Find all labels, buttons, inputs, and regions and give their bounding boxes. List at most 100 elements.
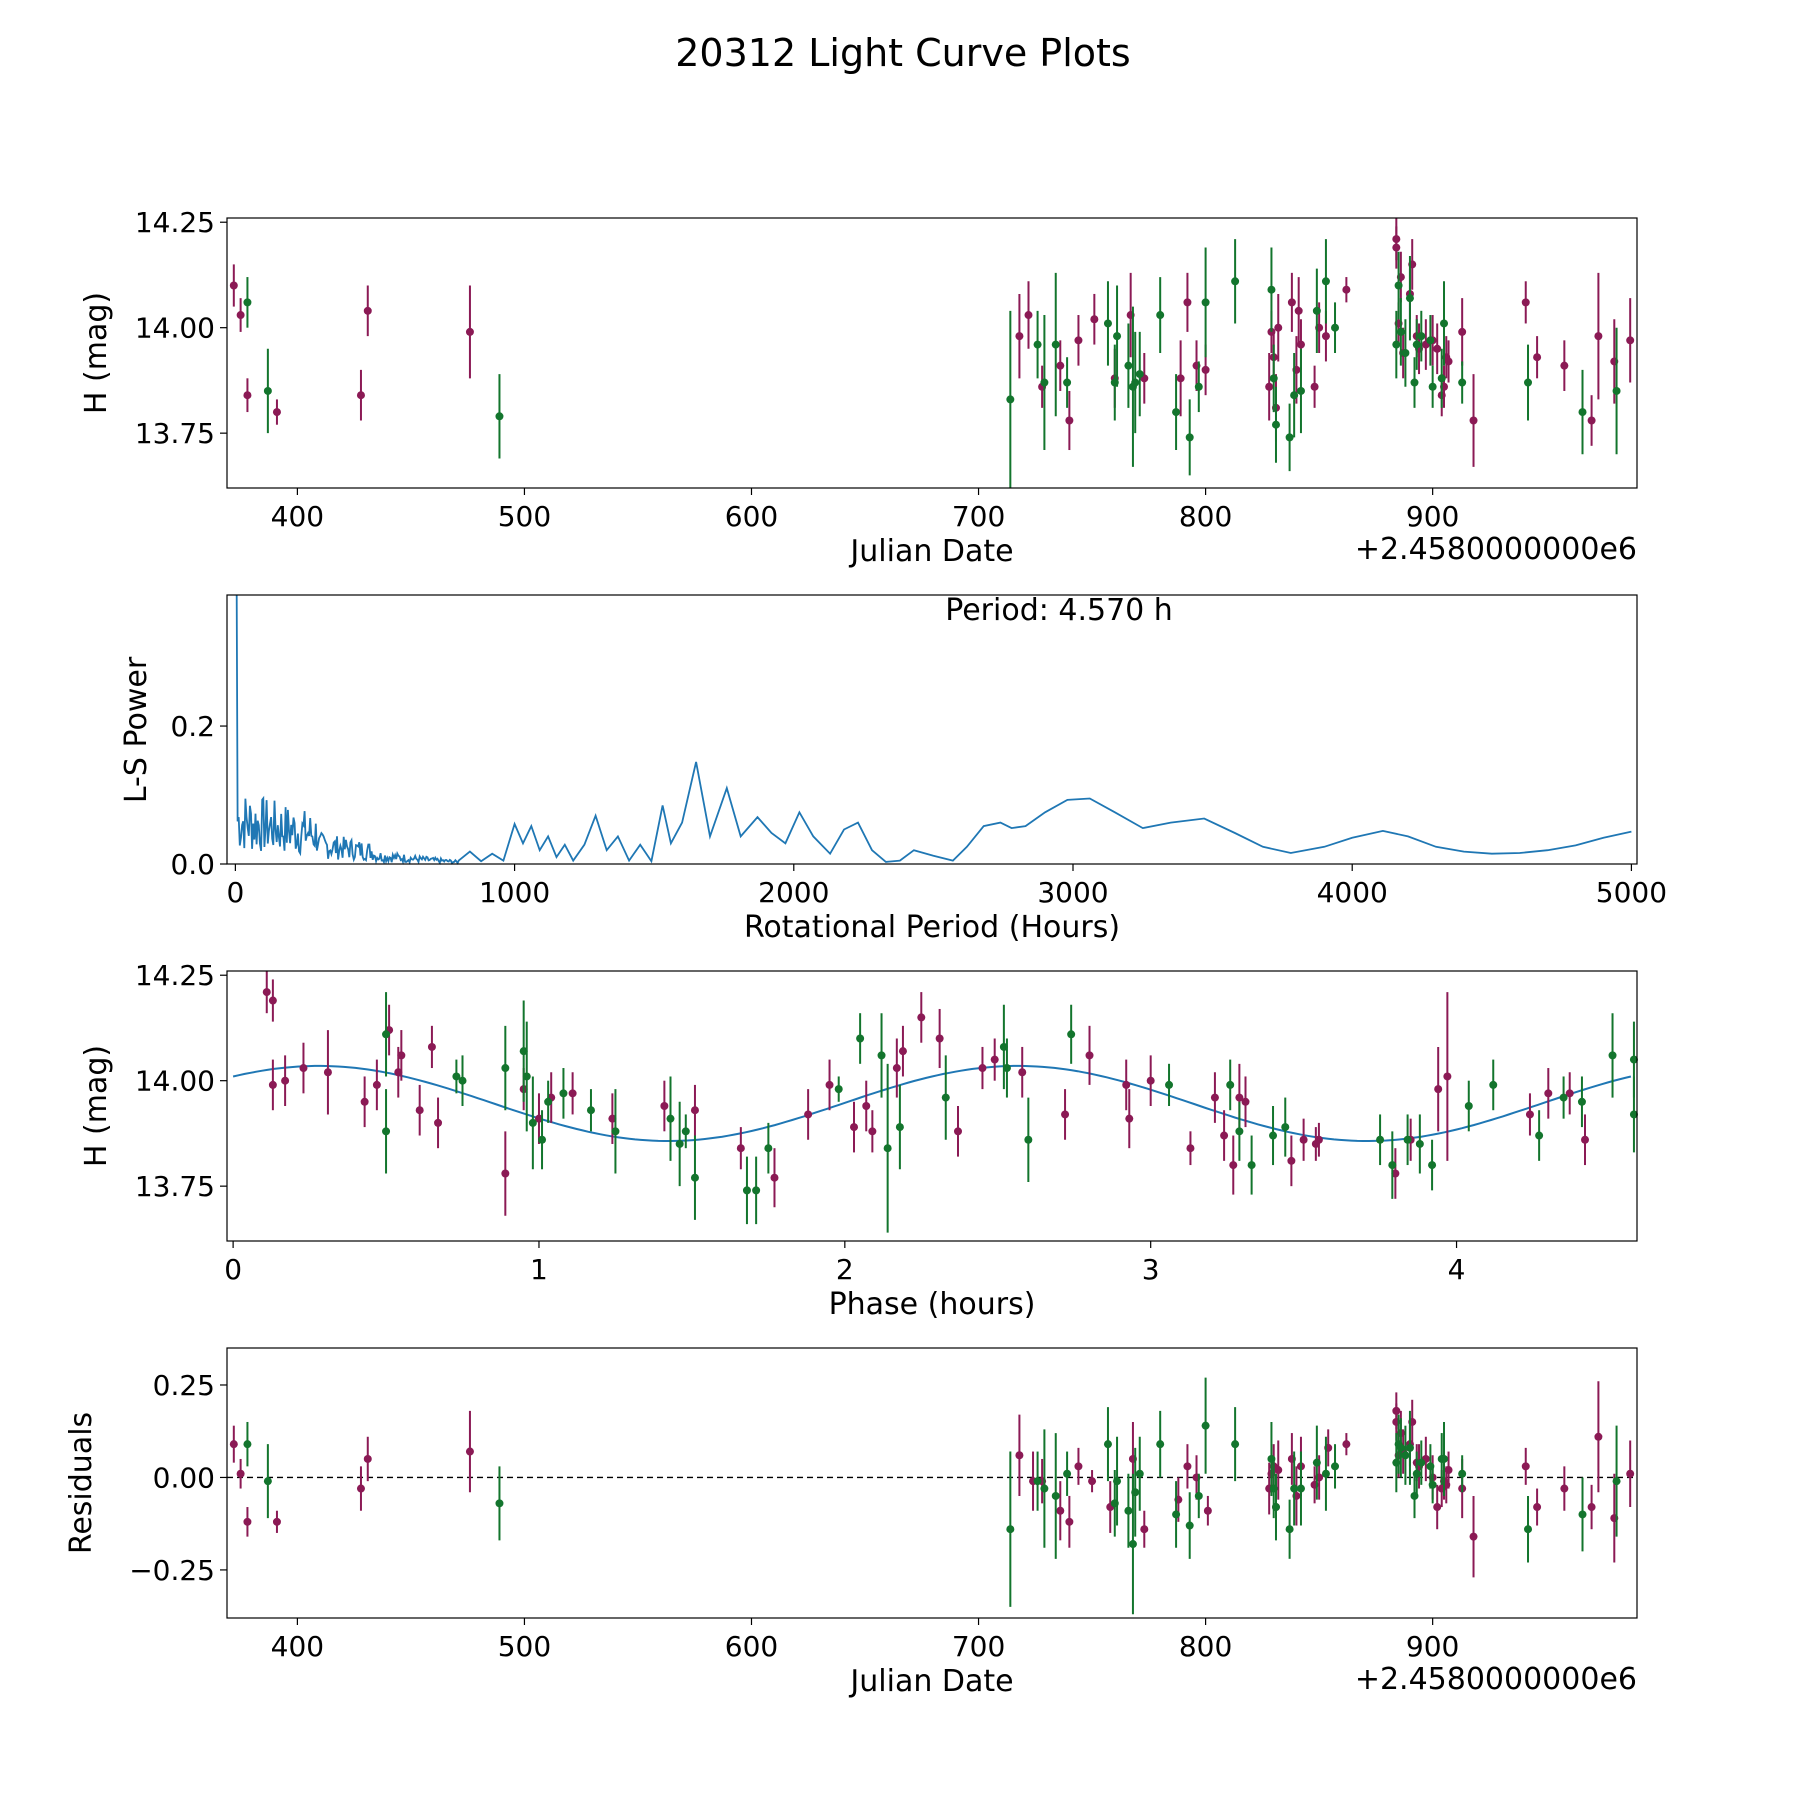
residuals-green-point xyxy=(1231,1440,1240,1449)
lightcurve-green-point xyxy=(1103,319,1112,328)
lightcurve-magenta-point xyxy=(1626,336,1635,345)
phased-green-point xyxy=(1247,1161,1256,1170)
phased-x-tick-label: 2 xyxy=(836,1253,854,1286)
phased-magenta-point xyxy=(1241,1097,1250,1106)
phased-green-point xyxy=(452,1072,461,1081)
phased-green-point xyxy=(1629,1055,1638,1064)
residuals-green-point xyxy=(1578,1510,1587,1519)
lightcurve-green-point xyxy=(1194,382,1203,391)
lightcurve-green-point xyxy=(1040,378,1049,387)
residuals-magenta-point xyxy=(1521,1462,1530,1471)
residuals-magenta-point xyxy=(1074,1462,1083,1471)
phased-magenta-point xyxy=(953,1127,962,1136)
periodogram-x-label: Rotational Period (Hours) xyxy=(744,910,1120,945)
residuals-offset-text: +2.4580000000e6 xyxy=(1355,1662,1637,1697)
residuals-green-point xyxy=(1290,1484,1299,1493)
lightcurve-green-point xyxy=(1113,332,1122,341)
lightcurve-magenta-point xyxy=(1015,332,1024,341)
lightcurve-x-tick-label: 700 xyxy=(952,500,1005,533)
lightcurve-green-point xyxy=(1426,336,1435,345)
residuals-magenta-point xyxy=(1065,1517,1074,1526)
phased-magenta-point xyxy=(825,1080,834,1089)
lightcurve-y-tick-label: 14.00 xyxy=(135,312,215,345)
phased-magenta-point xyxy=(1125,1114,1134,1123)
residuals-magenta-point xyxy=(1533,1503,1542,1512)
residuals-green-point xyxy=(1194,1491,1203,1500)
periodogram-x-tick-label: 0 xyxy=(226,876,244,909)
residuals-magenta-point xyxy=(356,1484,365,1493)
lightcurve-green-point xyxy=(1612,386,1621,395)
lightcurve-magenta-point xyxy=(236,311,245,320)
phased-x-tick-label: 3 xyxy=(1142,1253,1160,1286)
lightcurve-magenta-point xyxy=(1458,327,1467,336)
lightcurve-green-point xyxy=(1267,285,1276,294)
residuals-green-point xyxy=(1412,1469,1421,1478)
phased-green-point xyxy=(681,1127,690,1136)
residuals-green-point xyxy=(1131,1488,1140,1497)
lightcurve-marks xyxy=(229,218,1635,488)
lightcurve-magenta-point xyxy=(1521,298,1530,307)
periodogram-x-tick-label: 5000 xyxy=(1596,876,1667,909)
lightcurve-green-point xyxy=(1437,374,1446,383)
phased-magenta-point xyxy=(534,1114,543,1123)
phased-green-point xyxy=(1535,1131,1544,1140)
residuals-magenta-point xyxy=(1469,1532,1478,1541)
lightcurve-x-tick-label: 900 xyxy=(1406,500,1459,533)
phased-green-point xyxy=(1281,1123,1290,1132)
phased-magenta-point xyxy=(850,1123,859,1132)
phased-green-point xyxy=(999,1042,1008,1051)
phased-x-tick-label: 4 xyxy=(1448,1253,1466,1286)
lightcurve-magenta-point xyxy=(272,408,281,417)
residuals-green-point xyxy=(1063,1469,1072,1478)
lightcurve-green-point xyxy=(1063,378,1072,387)
lightcurve-y-tick-label: 14.25 xyxy=(135,206,215,239)
phased-x-tick-label: 0 xyxy=(224,1253,242,1286)
lightcurve-magenta-point xyxy=(1090,315,1099,324)
residuals-x-tick-label: 800 xyxy=(1179,1630,1232,1663)
phased-green-point xyxy=(544,1097,553,1106)
phased-green-point xyxy=(877,1051,886,1060)
phased-y-label: H (mag) xyxy=(79,1045,114,1167)
phased-magenta-point xyxy=(804,1110,813,1119)
phased-green-point xyxy=(382,1030,391,1039)
lightcurve-magenta-point xyxy=(229,281,238,290)
phased-magenta-point xyxy=(1391,1169,1400,1178)
residuals-green-point xyxy=(1612,1477,1621,1486)
phased-magenta-point xyxy=(1443,1072,1452,1081)
residuals-magenta-point xyxy=(1587,1503,1596,1512)
phased-magenta-point xyxy=(862,1102,871,1110)
phased-y-ticks: 13.75 14.00 14.25 xyxy=(135,959,227,1203)
phased-green-point xyxy=(883,1144,892,1153)
lightcurve-green-point xyxy=(495,412,504,421)
lightcurve-green-point xyxy=(1271,420,1280,429)
phased-green-point xyxy=(1608,1051,1617,1060)
lightcurve-green-point xyxy=(1410,378,1419,387)
residuals-green-point xyxy=(495,1499,504,1508)
lightcurve-magenta-point xyxy=(1065,416,1074,425)
phased-magenta-point xyxy=(323,1068,332,1077)
residuals-green-point xyxy=(263,1477,272,1486)
residuals-magenta-point xyxy=(1594,1432,1603,1441)
phased-magenta-point xyxy=(268,996,277,1005)
lightcurve-x-tick-label: 600 xyxy=(725,500,778,533)
lightcurve-magenta-point xyxy=(1433,344,1442,353)
residuals-green-point xyxy=(1417,1458,1426,1467)
residuals-magenta-point xyxy=(272,1517,281,1526)
lightcurve-magenta-point xyxy=(1533,353,1542,362)
phased-magenta-point xyxy=(898,1047,907,1056)
lightcurve-magenta-point xyxy=(1560,361,1569,370)
residuals-green-point xyxy=(1040,1484,1049,1493)
phased-green-point xyxy=(895,1123,904,1132)
phased-magenta-point xyxy=(397,1051,406,1060)
residuals-green-point xyxy=(1401,1451,1410,1460)
lightcurve-magenta-point xyxy=(1469,416,1478,425)
residuals-x-tick-label: 400 xyxy=(271,1630,324,1663)
phased-green-point xyxy=(1376,1135,1385,1144)
lightcurve-green-point xyxy=(1201,298,1210,307)
lightcurve-green-point xyxy=(1458,378,1467,387)
residuals-green-point xyxy=(1128,1540,1137,1549)
residuals-axes-frame xyxy=(226,1347,1638,1619)
residuals-magenta-point xyxy=(1444,1466,1453,1475)
phased-magenta-point xyxy=(990,1055,999,1064)
lightcurve-green-point xyxy=(1135,370,1144,379)
